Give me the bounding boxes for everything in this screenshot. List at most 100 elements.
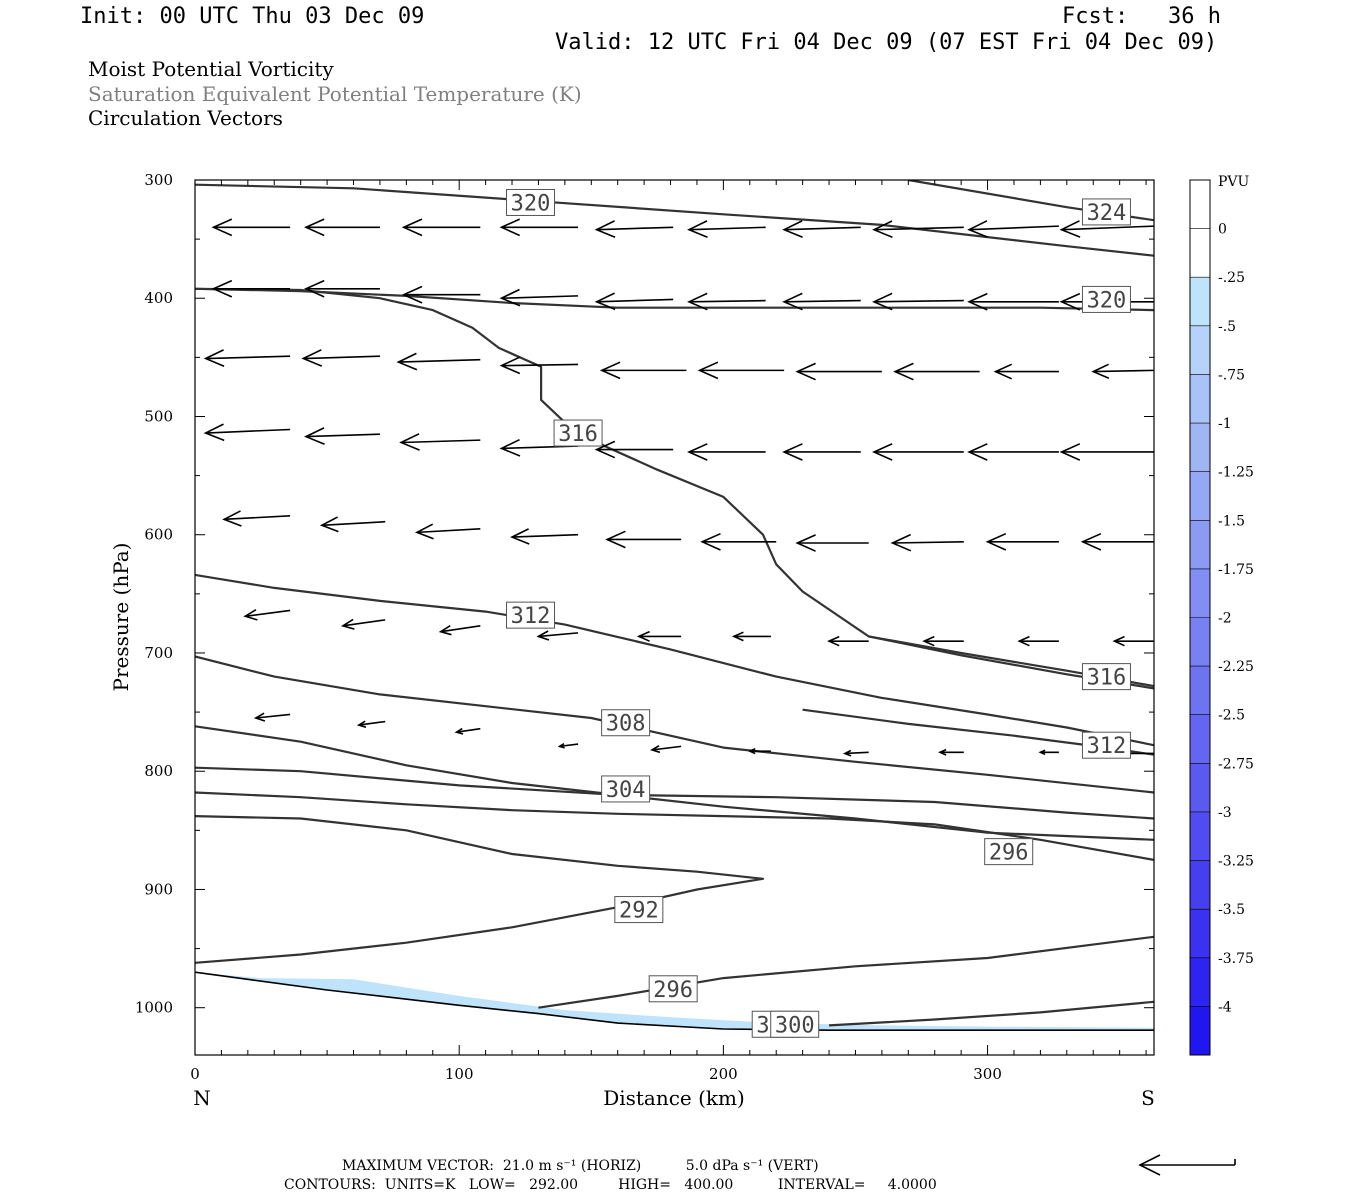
vector-head <box>747 747 756 755</box>
vector-arrow <box>827 635 869 647</box>
vector-head <box>967 220 988 238</box>
vector-shaft <box>205 355 291 360</box>
vector-head <box>872 220 893 239</box>
vector-head <box>203 423 225 442</box>
contour-label-box <box>770 1010 820 1038</box>
vector-arrow <box>557 743 579 749</box>
vector-shaft <box>873 226 964 231</box>
vector-head <box>304 427 325 445</box>
x-axis-label: Distance (km) <box>603 1086 745 1110</box>
vector-arrow <box>1080 532 1154 551</box>
contour-line-296 <box>538 935 1154 1009</box>
vector-head <box>636 630 650 642</box>
circulation-vectors <box>203 218 1154 759</box>
vector-shaft <box>784 299 861 303</box>
contour-label-text: 296 <box>653 978 693 1003</box>
contour-label-312: 312 <box>506 601 556 629</box>
vector-head <box>499 438 521 457</box>
vector-arrow <box>1112 635 1154 647</box>
vector-head <box>401 285 423 304</box>
vector-head <box>594 220 616 239</box>
contour-line-296 <box>195 791 1154 861</box>
contour-line-312 <box>195 573 1154 747</box>
colorbar-label: -2 <box>1218 611 1232 627</box>
contour-label-text: 300 <box>775 1013 815 1038</box>
vector-head <box>827 635 840 647</box>
mpv-shading <box>195 972 1154 1031</box>
contour-label-316: 316 <box>553 419 603 447</box>
colorbar-label: -2.75 <box>1218 756 1254 772</box>
colorbar-swatch <box>1190 909 1210 959</box>
vector-head <box>399 433 420 451</box>
colorbar-swatch <box>1190 374 1210 424</box>
vector-shaft <box>416 528 481 534</box>
plot-frame <box>194 179 1155 1056</box>
vector-arrow <box>499 288 579 307</box>
vector-shaft <box>501 363 579 367</box>
colorbar-label: 0 <box>1218 222 1227 238</box>
vector-shaft <box>305 433 380 438</box>
field-mpv-label: Moist Potential Vorticity <box>88 57 334 81</box>
colorbar-label: -2.25 <box>1218 659 1254 675</box>
vector-arrow <box>414 523 481 540</box>
vector-arrow <box>795 534 869 552</box>
vector-arrow <box>399 433 481 451</box>
vector-arrow <box>893 362 980 381</box>
vector-arrow <box>499 356 579 375</box>
contour-label-box <box>553 419 603 447</box>
vector-arrow <box>747 747 771 755</box>
vector-arrow <box>301 349 380 367</box>
vector-shaft <box>255 713 291 719</box>
vector-shaft <box>456 727 481 733</box>
colorbar: PVU 0 -.25 -.5 -.75 -1 -1.25 -1.5 -1.75 -2 -2.25 -2… <box>1189 174 1254 1056</box>
vector-head <box>211 279 233 298</box>
vector-shaft <box>689 226 766 231</box>
y-tick-label: 500 <box>144 407 173 425</box>
contour-label-text: 320 <box>1087 288 1127 313</box>
colorbar-swatch <box>1190 811 1210 861</box>
colorbar-swatch <box>1190 471 1210 521</box>
vector-arrow <box>401 218 481 237</box>
field-theta-label: Saturation Equivalent Potential Temperat… <box>88 82 582 106</box>
vector-head <box>782 220 803 239</box>
y-axis-label: Pressure (hPa) <box>109 543 133 692</box>
contour-label-text: 304 <box>606 778 646 803</box>
vector-arrow <box>782 292 861 311</box>
contour-label-324: 324 <box>1081 198 1131 226</box>
contour-label-320: 320 <box>506 188 556 216</box>
vector-arrow <box>1017 635 1059 647</box>
vector-shaft <box>245 609 291 618</box>
vector-arrow <box>211 279 291 298</box>
contour-labels: 3203243203163123163123083043002962922963… <box>506 188 1131 1038</box>
vector-head <box>605 530 626 549</box>
vector-head <box>993 363 1013 380</box>
contour-label-text: 324 <box>1087 201 1127 226</box>
vector-head <box>401 218 423 237</box>
colorbar-label: -3.25 <box>1218 854 1254 870</box>
vector-shaft <box>321 520 386 527</box>
vector-shaft <box>501 295 579 300</box>
contour-label-box <box>984 838 1034 866</box>
colorbar-swatch <box>1190 1006 1210 1056</box>
vector-arrow <box>842 749 869 757</box>
terrain-line <box>195 971 1154 1031</box>
vector-arrow <box>1038 749 1059 756</box>
vector-arrow <box>872 292 964 311</box>
vector-arrow <box>650 745 682 754</box>
contour-label-316: 316 <box>1081 663 1131 691</box>
contour-label-box <box>1081 663 1131 691</box>
vector-head <box>594 292 616 311</box>
vector-arrow <box>510 528 579 545</box>
vector-arrow <box>499 218 579 237</box>
contour-label-296: 296 <box>984 838 1034 866</box>
south-label: S <box>1141 1086 1155 1110</box>
vector-head <box>243 609 258 621</box>
contour-label-box <box>1081 285 1131 313</box>
vector-arrow <box>967 443 1059 461</box>
colorbar-label: -.5 <box>1218 319 1236 335</box>
field-vectors-label: Circulation Vectors <box>88 106 283 130</box>
colorbar-label: -3.75 <box>1218 951 1254 967</box>
vector-head <box>687 443 708 461</box>
north-label: N <box>193 1086 211 1110</box>
terrain-surface <box>195 971 1154 1055</box>
